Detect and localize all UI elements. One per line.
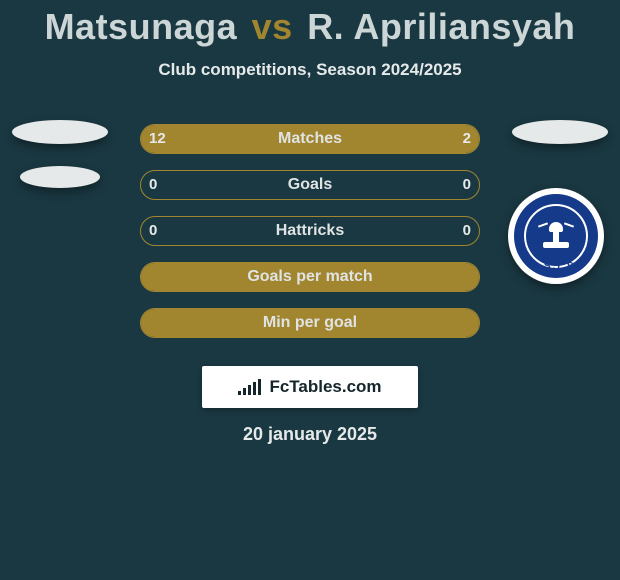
stat-bar: 12 Matches 2	[140, 124, 480, 154]
stat-right-value: 0	[463, 171, 471, 199]
attribution-text: FcTables.com	[269, 377, 381, 397]
stat-right-value: 0	[463, 217, 471, 245]
snapshot-date: 20 january 2025	[0, 424, 620, 445]
player2-name: R. Apriliansyah	[307, 6, 575, 47]
stat-bar: Goals per match	[140, 262, 480, 292]
left-badge-slot	[10, 116, 110, 162]
club-logo-placeholder-left-1	[12, 120, 108, 144]
stat-label: Matches	[141, 125, 479, 153]
stat-label: Goals per match	[141, 263, 479, 291]
subtitle: Club competitions, Season 2024/2025	[0, 60, 620, 80]
right-badge-slot: P.S.I.S.	[510, 208, 610, 254]
stat-right-value: 2	[463, 125, 471, 153]
club-logo-placeholder-right-1	[512, 120, 608, 144]
vs-text: vs	[252, 6, 293, 47]
left-badge-slot	[10, 162, 110, 208]
stat-row-hattricks: 0 Hattricks 0 P.S.I	[0, 216, 620, 262]
psis-monument-icon	[536, 216, 576, 256]
stat-bar: 0 Goals 0	[140, 170, 480, 200]
page-title: Matsunaga vs R. Apriliansyah	[0, 0, 620, 48]
attribution-box: FcTables.com	[202, 366, 418, 408]
bar-chart-icon	[238, 379, 263, 395]
stats-rows: 12 Matches 2 0 Goals 0	[0, 124, 620, 354]
right-badge-slot	[510, 116, 610, 162]
stat-row-min-per-goal: Min per goal	[0, 308, 620, 354]
psis-center	[526, 206, 586, 266]
left-badge-slot	[10, 208, 110, 254]
stat-label: Hattricks	[141, 217, 479, 245]
player1-name: Matsunaga	[45, 6, 238, 47]
stat-bar: 0 Hattricks 0	[140, 216, 480, 246]
stat-row-goals-per-match: Goals per match	[0, 262, 620, 308]
club-logo-placeholder-left-2	[20, 166, 100, 188]
comparison-card: Matsunaga vs R. Apriliansyah Club compet…	[0, 0, 620, 580]
stat-label: Goals	[141, 171, 479, 199]
stat-bar: Min per goal	[140, 308, 480, 338]
stat-label: Min per goal	[141, 309, 479, 337]
